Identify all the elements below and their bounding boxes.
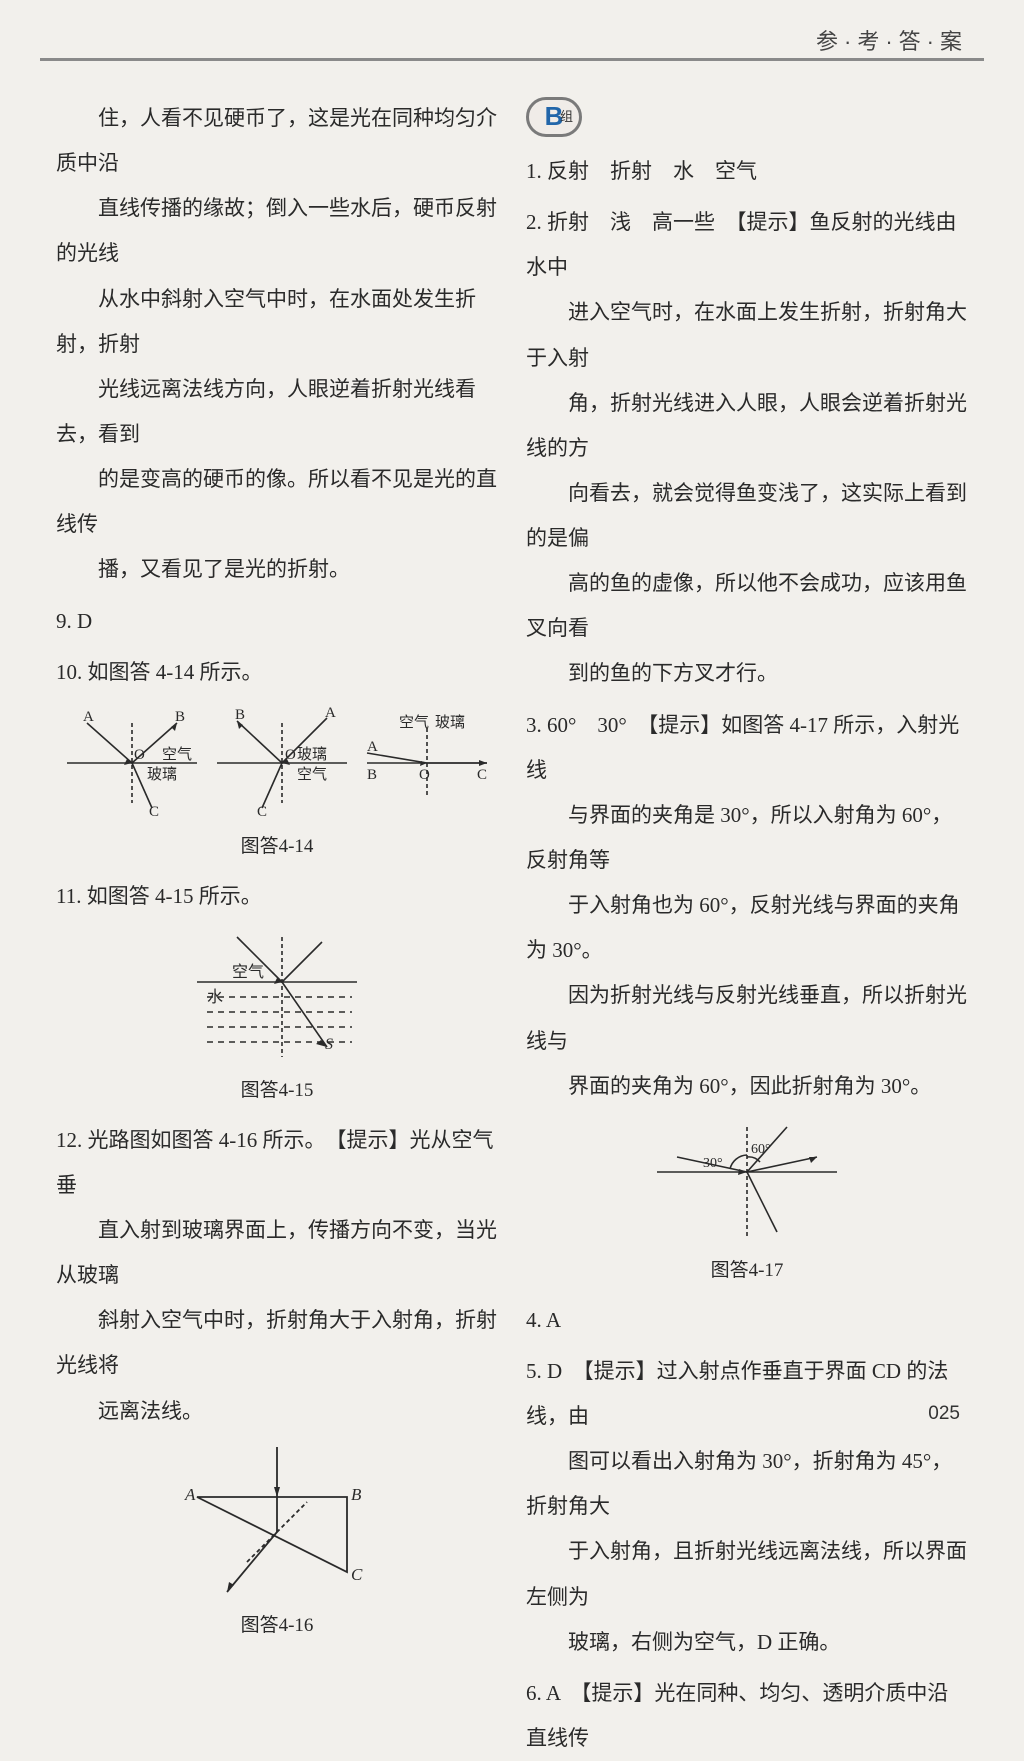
figure-4-15-caption: 图答4-15 <box>241 1071 314 1112</box>
fig414-lblC2: C <box>257 804 267 820</box>
b-answer-2-l4: 向看去，就会觉得鱼变浅了，这实际上看到的是偏 <box>526 471 968 561</box>
answer-9: 9. D <box>56 599 498 644</box>
answer-12-l4: 远离法线。 <box>56 1389 498 1434</box>
figure-4-14-svg: A B O 空气 玻璃 C B A O 玻璃 空气 C A B <box>67 703 487 823</box>
figure-4-17-svg: 60° 30° <box>647 1117 847 1247</box>
figure-4-15-svg: 空气 水 S <box>177 927 377 1067</box>
b-answer-3-l3: 于入射角也为 60°，反射光线与界面的夹角为 30°。 <box>526 883 968 973</box>
figure-4-16-svg: A B C <box>167 1442 387 1602</box>
b-answer-2-l2: 进入空气时，在水面上发生折射，折射角大于入射 <box>526 290 968 380</box>
fig416-B: B <box>351 1485 362 1504</box>
fig414-lblC3: C <box>477 767 487 783</box>
fig416-A: A <box>184 1485 196 1504</box>
fig414-lblA3: A <box>367 739 378 755</box>
b-answer-2-l6: 到的鱼的下方叉才行。 <box>526 651 968 696</box>
fig414-air1: 空气 <box>162 746 192 763</box>
fig414-glass2: 玻璃 <box>297 746 327 763</box>
fig417-60: 60° <box>751 1142 771 1157</box>
fig414-glass3: 玻璃 <box>435 714 465 731</box>
group-b-badge: B 组 <box>526 97 582 137</box>
figure-4-17-caption: 图答4-17 <box>711 1251 784 1292</box>
answer-12-l3: 斜射入空气中时，折射角大于入射角，折射光线将 <box>56 1298 498 1388</box>
b-answer-2-l1: 2. 折射 浅 高一些 【提示】鱼反射的光线由水中 <box>526 200 968 290</box>
figure-4-17: 60° 30° 图答4-17 <box>526 1117 968 1292</box>
answer-8-cont-l6: 播，又看见了是光的折射。 <box>56 547 498 592</box>
figure-4-14: A B O 空气 玻璃 C B A O 玻璃 空气 C A B <box>56 703 498 868</box>
fig414-lblO2: O <box>285 747 296 763</box>
fig414-lblC1: C <box>149 804 159 820</box>
left-column: 住，人看不见硬币了，这是光在同种均匀介质中沿 直线传播的缘故；倒入一些水后，硬币… <box>56 96 498 1761</box>
fig415-water: 水 <box>207 988 223 1006</box>
fig415-air: 空气 <box>232 963 264 981</box>
b-answer-5-l4: 玻璃，右侧为空气，D 正确。 <box>526 1620 968 1665</box>
b-answer-3-l1: 3. 60° 30° 【提示】如图答 4-17 所示，入射光线 <box>526 703 968 793</box>
b-answer-5-l1: 5. D 【提示】过入射点作垂直于界面 CD 的法线，由 <box>526 1349 968 1439</box>
b-answer-3-l5: 界面的夹角为 60°，因此折射角为 30°。 <box>526 1064 968 1109</box>
b-answer-3-l4: 因为折射光线与反射光线垂直，所以折射光线与 <box>526 973 968 1063</box>
header-rule <box>40 58 984 61</box>
page-header: 参·考·答·案 <box>816 24 968 56</box>
fig414-lblB1: B <box>175 709 185 725</box>
answer-8-cont-l2: 直线传播的缘故；倒入一些水后，硬币反射的光线 <box>56 186 498 276</box>
b-answer-4: 4. A <box>526 1298 968 1343</box>
fig414-lblA1: A <box>83 709 94 725</box>
right-column: B 组 1. 反射 折射 水 空气 2. 折射 浅 高一些 【提示】鱼反射的光线… <box>526 96 968 1761</box>
figure-4-16-caption: 图答4-16 <box>241 1606 314 1647</box>
figure-4-15: 空气 水 S 图答4-15 <box>56 927 498 1112</box>
fig414-lblO3: O <box>419 767 430 783</box>
figure-4-14-caption: 图答4-14 <box>241 827 314 868</box>
answer-8-cont-l3: 从水中斜射入空气中时，在水面处发生折射，折射 <box>56 277 498 367</box>
fig414-lblO1: O <box>134 747 145 763</box>
answer-8-cont-l4: 光线远离法线方向，人眼逆着折射光线看去，看到 <box>56 367 498 457</box>
answer-8-cont-l1: 住，人看不见硬币了，这是光在同种均匀介质中沿 <box>56 96 498 186</box>
group-b-sub: 组 <box>560 103 573 131</box>
b-answer-3-l2: 与界面的夹角是 30°，所以入射角为 60°，反射角等 <box>526 793 968 883</box>
fig416-C: C <box>351 1565 363 1584</box>
answer-12-l2: 直入射到玻璃界面上，传播方向不变，当光从玻璃 <box>56 1208 498 1298</box>
answer-10: 10. 如图答 4-14 所示。 <box>56 650 498 695</box>
answer-8-cont-l5: 的是变高的硬币的像。所以看不见是光的直线传 <box>56 457 498 547</box>
b-answer-2-l5: 高的鱼的虚像，所以他不会成功，应该用鱼叉向看 <box>526 561 968 651</box>
fig417-30: 30° <box>703 1156 723 1171</box>
fig414-lblB3: B <box>367 767 377 783</box>
fig414-air2: 空气 <box>297 766 327 783</box>
fig415-S: S <box>325 1036 333 1053</box>
fig414-lblB2: B <box>235 707 245 723</box>
answer-12-l1: 12. 光路图如图答 4-16 所示。 【提示】光从空气垂 <box>56 1118 498 1208</box>
b-answer-1: 1. 反射 折射 水 空气 <box>526 149 968 194</box>
b-answer-5-l3: 于入射角，且折射光线远离法线，所以界面左侧为 <box>526 1529 968 1619</box>
page-number: 025 <box>928 1403 960 1425</box>
fig414-air3: 空气 <box>399 714 429 731</box>
fig414-lblA2: A <box>325 705 336 721</box>
answer-11: 11. 如图答 4-15 所示。 <box>56 874 498 919</box>
b-answer-2-l3: 角，折射光线进入人眼，人眼会逆着折射光线的方 <box>526 381 968 471</box>
figure-4-16: A B C 图答4-16 <box>56 1442 498 1647</box>
fig414-glass1: 玻璃 <box>147 766 177 783</box>
b-answer-6: 6. A 【提示】光在同种、均匀、透明介质中沿直线传 <box>526 1671 968 1761</box>
